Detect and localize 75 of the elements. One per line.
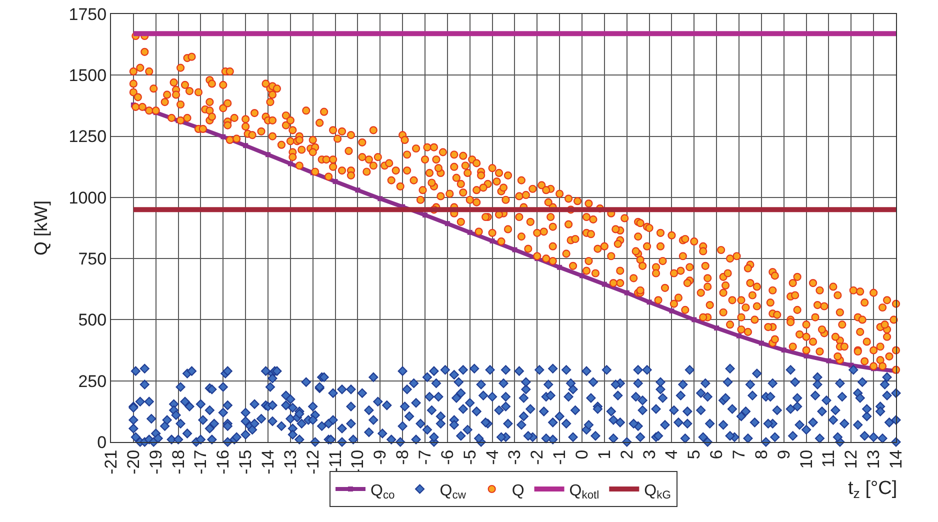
point — [669, 308, 674, 314]
x-tick-label: -11 — [326, 450, 345, 474]
y-axis-title: Q [kW] — [30, 200, 51, 256]
x-tick-label: -17 — [191, 450, 210, 474]
point — [692, 317, 697, 322]
x-tick-label: -14 — [258, 450, 278, 474]
x-tick-label: -8 — [393, 450, 412, 465]
point — [243, 143, 248, 148]
x-tick-label: 11 — [819, 450, 838, 468]
point — [781, 348, 786, 353]
x-tick-label: -10 — [348, 450, 368, 474]
y-tick-label: 1000 — [68, 188, 107, 208]
point — [714, 326, 720, 331]
x-tick-label: -9 — [370, 450, 390, 465]
legend-label: Q$_{co}$ — [370, 482, 395, 502]
y-tick-label: 1500 — [68, 66, 107, 86]
x-tick-label: -20 — [124, 450, 143, 474]
point — [557, 264, 562, 270]
x-tick-label: 4 — [662, 450, 682, 460]
x-tick-label: -1 — [550, 450, 570, 465]
x-tick-label: 5 — [684, 450, 704, 460]
x-tick-label: 10 — [796, 450, 816, 469]
x-tick-label: -7 — [416, 450, 435, 465]
point — [624, 290, 630, 296]
point — [758, 340, 764, 346]
point — [422, 212, 428, 218]
point — [736, 333, 742, 338]
x-tick-label: -3 — [505, 450, 524, 465]
x-tick-label: 0 — [572, 450, 592, 460]
point — [220, 134, 226, 140]
x-tick-label: 1 — [594, 450, 614, 460]
x-axis-title: t$_{z}$ [°C] — [848, 478, 898, 501]
point — [288, 161, 293, 166]
y-tick-label: 750 — [78, 250, 107, 269]
point — [804, 353, 809, 358]
x-tick-label: 8 — [752, 450, 771, 460]
legend-label: Q$_{kG}$ — [644, 482, 671, 502]
x-tick-label: -16 — [214, 450, 233, 474]
x-tick-label: -15 — [236, 450, 256, 474]
point — [512, 247, 518, 252]
x-tick-label: -19 — [146, 450, 166, 474]
x-tick-label: 13 — [864, 450, 884, 469]
x-tick-label: -5 — [460, 450, 480, 465]
x-tick-label: 14 — [886, 450, 906, 469]
x-tick-label: -12 — [303, 450, 322, 474]
y-tick-label: 1750 — [68, 4, 107, 24]
point — [490, 238, 495, 244]
y-tick-label: 500 — [78, 310, 107, 330]
x-tick-label: 9 — [774, 450, 794, 460]
legend-label: Q$_{cw}$ — [440, 482, 467, 502]
x-tick-label: 7 — [730, 450, 749, 460]
x-tick-label: 12 — [842, 450, 861, 469]
point — [646, 300, 652, 305]
legend-label: Q — [512, 482, 524, 500]
y-tick-label: 250 — [78, 372, 107, 391]
x-tick-label: -4 — [482, 450, 502, 465]
point — [467, 230, 472, 235]
point — [580, 273, 584, 278]
point — [332, 179, 338, 184]
x-tick-label: -21 — [102, 450, 121, 474]
x-tick-label: 2 — [617, 450, 636, 460]
x-tick-label: -13 — [280, 450, 300, 474]
x-tick-label: 3 — [640, 450, 659, 460]
x-tick-label: 6 — [707, 450, 726, 460]
legend-label: Q$_{kotl}$ — [569, 482, 600, 502]
point — [602, 282, 607, 287]
x-tick-label: -2 — [528, 450, 547, 465]
x-tick-label: -18 — [168, 450, 188, 474]
point — [266, 152, 270, 158]
point — [826, 358, 832, 364]
point — [378, 196, 383, 202]
y-tick-label: 1250 — [68, 127, 107, 146]
point — [444, 221, 450, 226]
x-tick-label: -6 — [438, 450, 457, 465]
point — [355, 188, 360, 193]
